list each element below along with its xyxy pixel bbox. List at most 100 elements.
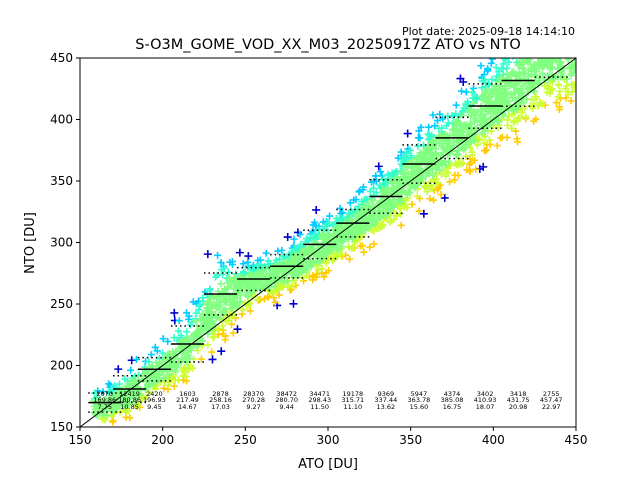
scatter-point xyxy=(184,352,192,360)
scatter-point xyxy=(533,44,540,51)
scatter-point xyxy=(556,58,564,62)
scatter-point xyxy=(224,268,232,276)
scatter-point xyxy=(326,212,334,220)
scatter-point xyxy=(439,115,447,123)
scatter-point xyxy=(97,404,105,412)
scatter-point xyxy=(345,243,353,251)
scatter-point xyxy=(546,43,553,50)
scatter-point xyxy=(561,45,568,52)
scatter-point xyxy=(563,82,571,90)
scatter-point xyxy=(543,40,550,47)
scatter-point xyxy=(366,210,374,218)
scatter-point xyxy=(184,315,192,323)
scatter-point xyxy=(181,364,189,372)
scatter-point xyxy=(217,280,225,288)
scatter-point xyxy=(396,167,404,175)
scatter-point xyxy=(541,51,548,58)
scatter-point xyxy=(170,308,179,317)
scatter-point xyxy=(568,80,576,88)
bin-std-label: 14.67 xyxy=(178,403,197,411)
y-axis: 150 200 250 300 350 400 450 xyxy=(50,51,80,434)
scatter-point xyxy=(570,44,577,51)
scatter-point xyxy=(139,376,147,384)
scatter-point xyxy=(171,376,179,384)
bin-std-label: 9.27 xyxy=(246,403,260,411)
scatter-point xyxy=(485,81,493,89)
scatter-point xyxy=(492,98,500,106)
scatter-point xyxy=(366,243,374,251)
scatter-point xyxy=(440,144,448,152)
scatter-point xyxy=(535,50,542,57)
scatter-point xyxy=(416,134,424,142)
scatter-point xyxy=(239,260,247,268)
scatter-point xyxy=(488,75,496,83)
scatter-point xyxy=(164,337,172,345)
scatter-point xyxy=(370,184,378,192)
scatter-point xyxy=(387,217,395,225)
scatter-point xyxy=(544,39,551,46)
scatter-point xyxy=(446,178,454,186)
scatter-point xyxy=(515,11,523,19)
scatter-point xyxy=(527,67,535,75)
scatter-point xyxy=(476,106,484,114)
bin-mean-label: 270.28 xyxy=(242,396,265,404)
scatter-point xyxy=(532,93,540,101)
scatter-point xyxy=(472,165,480,173)
identity-line xyxy=(80,58,576,427)
scatter-point xyxy=(451,160,459,168)
scatter-point xyxy=(503,97,511,105)
bin-mean-label: 169.86 xyxy=(93,396,116,404)
scatter-point xyxy=(566,0,573,7)
scatter-point xyxy=(561,39,568,46)
scatter-point xyxy=(463,166,471,174)
scatter-point xyxy=(124,391,132,399)
scatter-point xyxy=(235,286,243,294)
scatter-point xyxy=(566,58,569,61)
scatter-point xyxy=(553,49,560,56)
scatter-point xyxy=(555,49,562,56)
scatter-point xyxy=(216,296,224,304)
scatter-point xyxy=(212,302,220,310)
y-tick-label-400: 400 xyxy=(50,113,73,127)
scatter-point xyxy=(151,343,159,351)
scatter-point xyxy=(550,46,557,53)
scatter-point xyxy=(133,355,141,363)
bin-count-label: 12419 xyxy=(119,390,140,398)
scatter-point xyxy=(563,40,570,47)
bin-std-label: 7.75 xyxy=(98,403,112,411)
bin-mean-label: 363.78 xyxy=(408,396,431,404)
bin-mean-label: 315.71 xyxy=(341,396,364,404)
scatter-point xyxy=(555,0,562,6)
scatter-point xyxy=(484,107,492,115)
scatter-point xyxy=(535,61,543,69)
scatter-point xyxy=(533,42,540,49)
scatter-point xyxy=(512,127,520,135)
bin-std-label: 9.45 xyxy=(147,403,161,411)
scatter-point xyxy=(462,88,470,96)
bin-statistics xyxy=(88,76,568,413)
scatter-point xyxy=(560,51,567,58)
scatter-point xyxy=(550,39,557,46)
scatter-point xyxy=(453,151,461,159)
scatter-point xyxy=(557,46,564,53)
scatter-point xyxy=(356,242,364,250)
scatter-point xyxy=(480,147,488,155)
scatter-point xyxy=(426,195,434,203)
scatter-point xyxy=(493,142,501,150)
scatter-point xyxy=(431,122,439,130)
scatter-point xyxy=(566,13,573,20)
scatter-point xyxy=(488,93,496,101)
scatter-point xyxy=(533,50,540,57)
scatter-point xyxy=(552,49,559,56)
scatter-point xyxy=(523,48,530,55)
scatter-point xyxy=(536,74,544,82)
scatter-point xyxy=(549,6,556,13)
scatter-point xyxy=(408,200,416,208)
scatter-point xyxy=(99,388,107,396)
scatter-point xyxy=(473,141,481,149)
scatter-point xyxy=(192,317,200,325)
scatter-point xyxy=(235,248,244,257)
y-tick-label-250: 250 xyxy=(50,297,73,311)
scatter-point xyxy=(551,49,558,56)
